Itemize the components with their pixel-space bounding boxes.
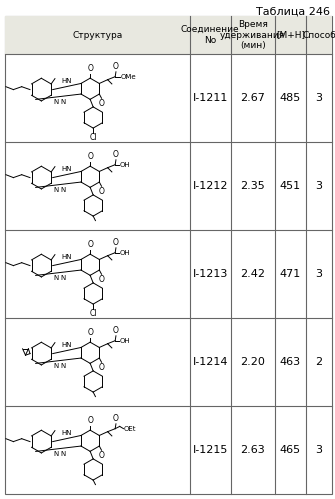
Text: Cl: Cl (89, 309, 97, 318)
Text: N: N (61, 363, 66, 369)
Text: Соединение
No: Соединение No (181, 25, 240, 45)
Text: O: O (98, 187, 105, 196)
Text: 3: 3 (316, 93, 322, 103)
Text: HN: HN (62, 78, 72, 84)
Text: I-1215: I-1215 (193, 445, 228, 455)
Text: I-1211: I-1211 (193, 93, 228, 103)
Text: HN: HN (62, 342, 72, 348)
Text: N: N (53, 451, 58, 457)
Text: Cl: Cl (89, 133, 97, 142)
Text: O: O (87, 64, 93, 73)
Text: N: N (61, 274, 66, 280)
Text: O: O (87, 328, 93, 337)
Text: N: N (53, 274, 58, 280)
Text: 2: 2 (315, 357, 323, 367)
Text: 463: 463 (280, 357, 301, 367)
Text: Способ: Способ (302, 30, 335, 39)
Text: 2.63: 2.63 (240, 445, 265, 455)
Text: O: O (113, 414, 119, 423)
Text: O: O (98, 99, 105, 108)
Text: O: O (113, 62, 119, 71)
Text: HN: HN (62, 166, 72, 172)
Text: O: O (113, 239, 119, 248)
Text: HN: HN (62, 430, 72, 436)
Text: 2.35: 2.35 (240, 181, 265, 191)
Text: 451: 451 (280, 181, 301, 191)
Text: N: N (61, 98, 66, 105)
Text: O: O (87, 416, 93, 425)
Text: Время
удерживания
(мин): Время удерживания (мин) (220, 20, 285, 50)
Text: N: N (53, 98, 58, 105)
Text: 3: 3 (316, 269, 322, 279)
Text: O: O (113, 150, 119, 159)
Text: 465: 465 (280, 445, 301, 455)
Text: OH: OH (119, 250, 130, 255)
Text: OMe: OMe (121, 74, 137, 80)
Text: I-1212: I-1212 (192, 181, 228, 191)
Text: OH: OH (119, 162, 130, 168)
Text: O: O (113, 326, 119, 335)
Text: N: N (53, 363, 58, 369)
Bar (5, 16, 332, 54)
Text: I-1213: I-1213 (193, 269, 228, 279)
Text: O: O (87, 152, 93, 161)
Text: 3: 3 (316, 445, 322, 455)
Text: OEt: OEt (124, 426, 136, 432)
Text: N: N (61, 451, 66, 457)
Text: O: O (98, 363, 105, 372)
Text: Структура: Структура (72, 30, 123, 39)
Text: [M+H]: [M+H] (276, 30, 305, 39)
Text: N: N (61, 187, 66, 193)
Text: 2.42: 2.42 (240, 269, 265, 279)
Text: HN: HN (62, 254, 72, 260)
Text: I-1214: I-1214 (192, 357, 228, 367)
Text: 3: 3 (316, 181, 322, 191)
Text: OH: OH (119, 338, 130, 344)
Text: 485: 485 (280, 93, 301, 103)
Text: O: O (98, 275, 105, 284)
Text: Таблица 246: Таблица 246 (256, 7, 330, 17)
Text: 471: 471 (280, 269, 301, 279)
Text: 2.20: 2.20 (240, 357, 265, 367)
Text: N: N (53, 187, 58, 193)
Text: O: O (98, 451, 105, 461)
Text: O: O (87, 241, 93, 250)
Text: 2.67: 2.67 (240, 93, 265, 103)
